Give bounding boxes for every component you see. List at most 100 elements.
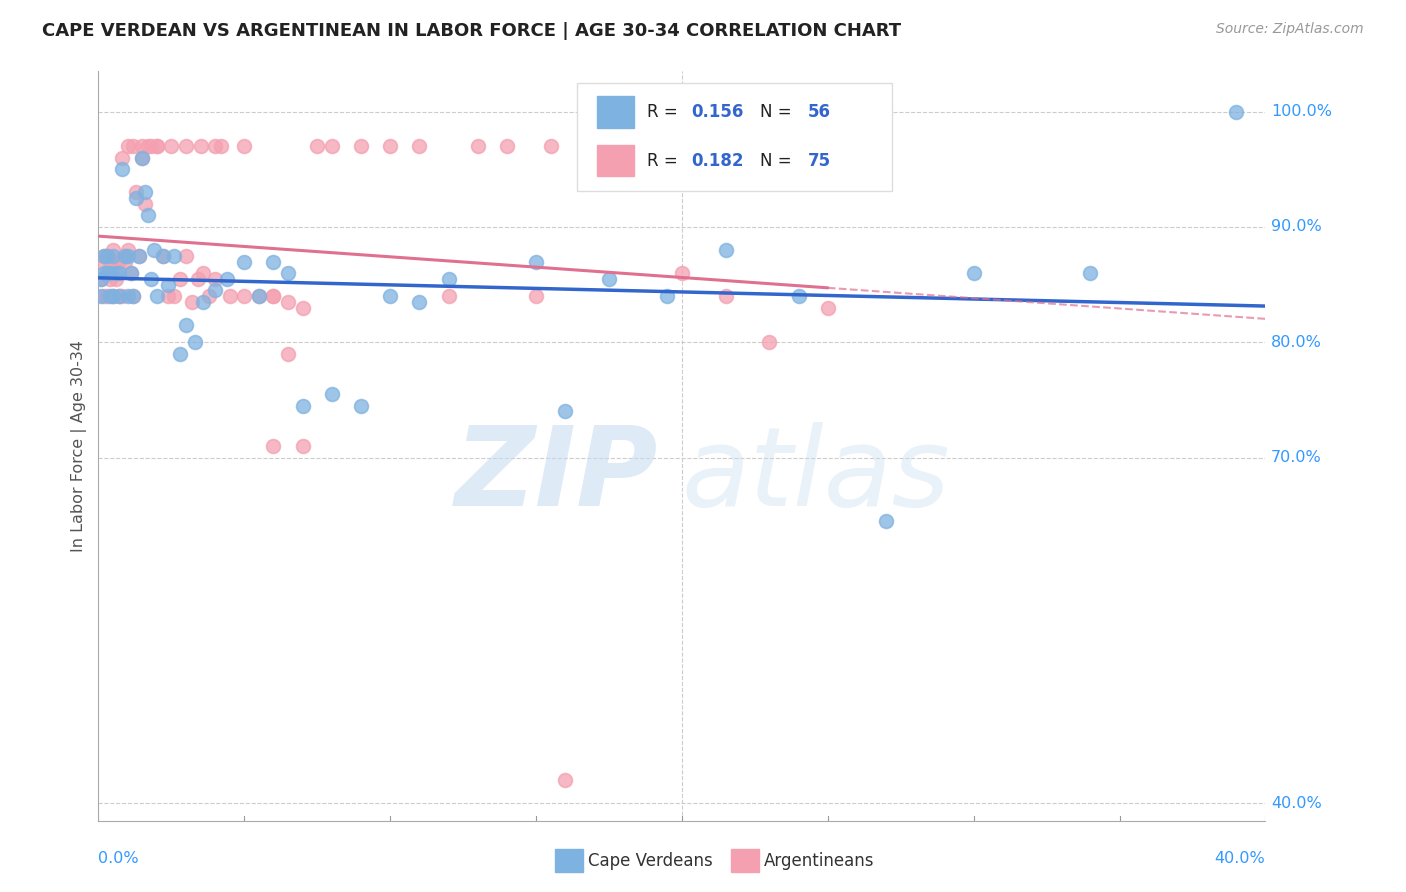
Point xyxy=(104,272,127,286)
Point xyxy=(128,249,150,263)
Point xyxy=(174,249,197,263)
Point xyxy=(157,277,180,292)
Point xyxy=(114,249,136,263)
Point xyxy=(233,254,256,268)
FancyBboxPatch shape xyxy=(596,145,634,177)
Point xyxy=(437,272,460,286)
Point xyxy=(104,266,127,280)
Point xyxy=(146,139,169,153)
Point xyxy=(101,289,124,303)
Point xyxy=(169,347,191,361)
Point xyxy=(104,254,127,268)
Text: 56: 56 xyxy=(808,103,831,120)
Point xyxy=(291,301,314,315)
Point xyxy=(108,254,131,268)
Text: R =: R = xyxy=(647,103,683,120)
Text: 0.0%: 0.0% xyxy=(98,851,139,865)
Point xyxy=(787,289,810,303)
Text: 80.0%: 80.0% xyxy=(1271,334,1322,350)
Point xyxy=(90,254,112,268)
Point xyxy=(247,289,270,303)
Point xyxy=(209,139,232,153)
Point xyxy=(277,294,299,309)
Point xyxy=(131,139,153,153)
Point xyxy=(193,266,215,280)
Point xyxy=(128,249,150,263)
Point xyxy=(96,266,118,280)
Point xyxy=(714,243,737,257)
Point xyxy=(114,254,136,268)
Point xyxy=(134,197,156,211)
Point xyxy=(187,272,209,286)
Point xyxy=(125,191,148,205)
Point xyxy=(247,289,270,303)
Point xyxy=(157,289,180,303)
Point xyxy=(657,289,679,303)
Point xyxy=(108,266,131,280)
Text: 90.0%: 90.0% xyxy=(1271,219,1322,235)
Point xyxy=(169,272,191,286)
Point xyxy=(174,139,197,153)
Point xyxy=(136,139,159,153)
Point xyxy=(117,243,139,257)
Point xyxy=(190,139,212,153)
Point xyxy=(139,139,162,153)
Point xyxy=(291,399,314,413)
Text: 40.0%: 40.0% xyxy=(1271,796,1322,811)
Point xyxy=(146,139,169,153)
Text: Argentineans: Argentineans xyxy=(763,852,875,870)
Text: N =: N = xyxy=(761,152,797,169)
Text: atlas: atlas xyxy=(682,423,950,530)
Point xyxy=(101,243,124,257)
Point xyxy=(117,249,139,263)
Point xyxy=(437,289,460,303)
Text: 70.0%: 70.0% xyxy=(1271,450,1322,465)
Text: 100.0%: 100.0% xyxy=(1271,104,1333,120)
Point xyxy=(233,139,256,153)
Text: R =: R = xyxy=(647,152,683,169)
Point xyxy=(875,514,897,528)
Point xyxy=(98,254,121,268)
Point xyxy=(98,289,121,303)
Point xyxy=(204,139,226,153)
FancyBboxPatch shape xyxy=(596,96,634,128)
Point xyxy=(93,249,115,263)
Text: 0.156: 0.156 xyxy=(692,103,744,120)
Point xyxy=(262,254,284,268)
Point xyxy=(122,289,145,303)
Point xyxy=(554,404,576,418)
Point xyxy=(583,139,606,153)
Point xyxy=(204,272,226,286)
Point xyxy=(174,318,197,332)
Point xyxy=(277,347,299,361)
Point xyxy=(96,249,118,263)
Point xyxy=(111,289,134,303)
Point xyxy=(215,272,238,286)
Point xyxy=(233,289,256,303)
Point xyxy=(163,289,186,303)
Point xyxy=(350,399,373,413)
Point xyxy=(139,272,162,286)
Point xyxy=(90,272,112,286)
Point xyxy=(160,139,183,153)
Point xyxy=(90,289,112,303)
Point xyxy=(554,773,576,788)
Point xyxy=(467,139,489,153)
Text: Cape Verdeans: Cape Verdeans xyxy=(588,852,713,870)
Point xyxy=(198,289,221,303)
Text: 40.0%: 40.0% xyxy=(1215,851,1265,865)
Point xyxy=(125,186,148,200)
Point xyxy=(120,266,142,280)
Point xyxy=(321,387,343,401)
Point xyxy=(218,289,240,303)
Text: Source: ZipAtlas.com: Source: ZipAtlas.com xyxy=(1216,22,1364,37)
Point xyxy=(180,294,202,309)
Point xyxy=(817,301,839,315)
Point xyxy=(408,294,430,309)
Point xyxy=(117,289,139,303)
Point xyxy=(120,266,142,280)
Point xyxy=(111,162,134,177)
Point xyxy=(598,272,620,286)
Point xyxy=(524,289,547,303)
Point xyxy=(136,209,159,223)
